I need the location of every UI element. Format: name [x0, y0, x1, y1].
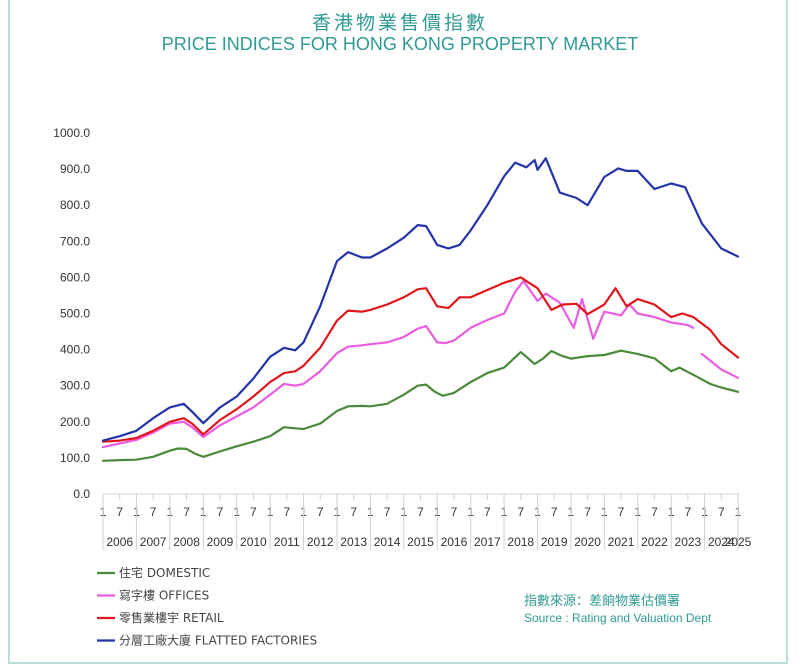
chart-title-english: PRICE INDICES FOR HONG KONG PROPERTY MAR… — [161, 34, 639, 54]
y-tick-label: 200.0 — [60, 415, 90, 429]
x-year-label: 2019 — [541, 535, 568, 549]
series-line-4 — [101, 157, 740, 442]
y-tick-label: 300.0 — [60, 379, 90, 393]
series-layer — [101, 157, 740, 462]
x-tick-month-label: 7 — [150, 505, 157, 519]
x-tick-month-label: 7 — [618, 505, 625, 519]
legend-label: 零售業樓宇 RETAIL — [119, 610, 224, 625]
legend-label: 分層工廠大廈 FLATTED FACTORIES — [119, 633, 317, 648]
x-tick-month-label: 7 — [651, 505, 658, 519]
x-tick-month-label: 7 — [718, 505, 725, 519]
x-tick-month-label: 7 — [317, 505, 324, 519]
x-year-label: 2022 — [641, 535, 668, 549]
x-year-label: 2016 — [441, 535, 468, 549]
y-tick-label: 600.0 — [60, 270, 90, 284]
series-line-2 — [101, 279, 740, 449]
source-english: Source : Rating and Valuation Dept — [524, 611, 712, 625]
y-axis: 0.0 100.0 200.0 300.0 400.0 500.0 600.0 700.0 80… — [53, 126, 90, 501]
x-tick-month-label: 7 — [451, 505, 458, 519]
legend-label: 住宅 DOMESTIC — [119, 565, 210, 580]
chart-frame — [8, 0, 788, 664]
x-year-label: 2023 — [675, 535, 702, 549]
x-tick-month-label: 7 — [484, 505, 491, 519]
x-year-label: 2020 — [574, 535, 601, 549]
y-tick-label: 800.0 — [60, 198, 90, 212]
legend-label: 寫字樓 OFFICES — [119, 588, 209, 603]
x-tick-month-label: 7 — [685, 505, 692, 519]
y-tick-label: 100.0 — [60, 451, 90, 465]
x-tick-month-label: 7 — [350, 505, 357, 519]
x-tick-month-label: 7 — [584, 505, 591, 519]
x-year-label: 2008 — [173, 535, 200, 549]
x-year-label: 2021 — [608, 535, 635, 549]
x-year-label: 2015 — [407, 535, 434, 549]
x-tick-month-label: 7 — [384, 505, 391, 519]
x-tick-month-label: 7 — [283, 505, 290, 519]
y-tick-label: 400.0 — [60, 343, 90, 357]
x-year-label: 2007 — [140, 535, 167, 549]
y-tick-label: 900.0 — [60, 162, 90, 176]
x-year-label: 2024 — [708, 535, 735, 549]
legend: 住宅 DOMESTIC 寫字樓 OFFICES 零售業樓宇 RETAIL 分層工廠大廈… — [97, 565, 317, 648]
series-line-3 — [101, 276, 740, 443]
x-tick-month-label: 7 — [517, 505, 524, 519]
x-tick-month-label: 7 — [417, 505, 424, 519]
x-tick-month-label: 7 — [250, 505, 257, 519]
x-year-label: 2014 — [374, 535, 401, 549]
x-year-label: 2017 — [474, 535, 501, 549]
x-year-label: 2018 — [507, 535, 534, 549]
y-tick-label: 700.0 — [60, 234, 90, 248]
x-year-label: 2006 — [106, 535, 133, 549]
source-chinese: 指數來源：差餉物業估價署 — [524, 594, 681, 609]
x-year-label: 2013 — [340, 535, 367, 549]
x-year-label: 2009 — [207, 535, 234, 549]
series-line-1 — [101, 349, 740, 462]
x-year-label: 2010 — [240, 535, 267, 549]
x-axis: 1717171717171717171717171717171717171712… — [100, 493, 752, 550]
y-tick-label: 500.0 — [60, 307, 90, 321]
x-tick-month-label: 7 — [116, 505, 123, 519]
x-year-label: 2012 — [307, 535, 334, 549]
x-year-label: 2011 — [274, 535, 300, 549]
y-tick-label: 0.0 — [73, 487, 90, 501]
x-tick-month-label: 7 — [217, 505, 224, 519]
x-tick-month-label: 7 — [183, 505, 190, 519]
x-year-label: 2025 — [725, 535, 752, 549]
x-tick-month-label: 7 — [551, 505, 558, 519]
y-tick-label: 1000.0 — [53, 126, 90, 140]
chart-title-chinese: 香港物業售價指數 — [311, 12, 488, 34]
